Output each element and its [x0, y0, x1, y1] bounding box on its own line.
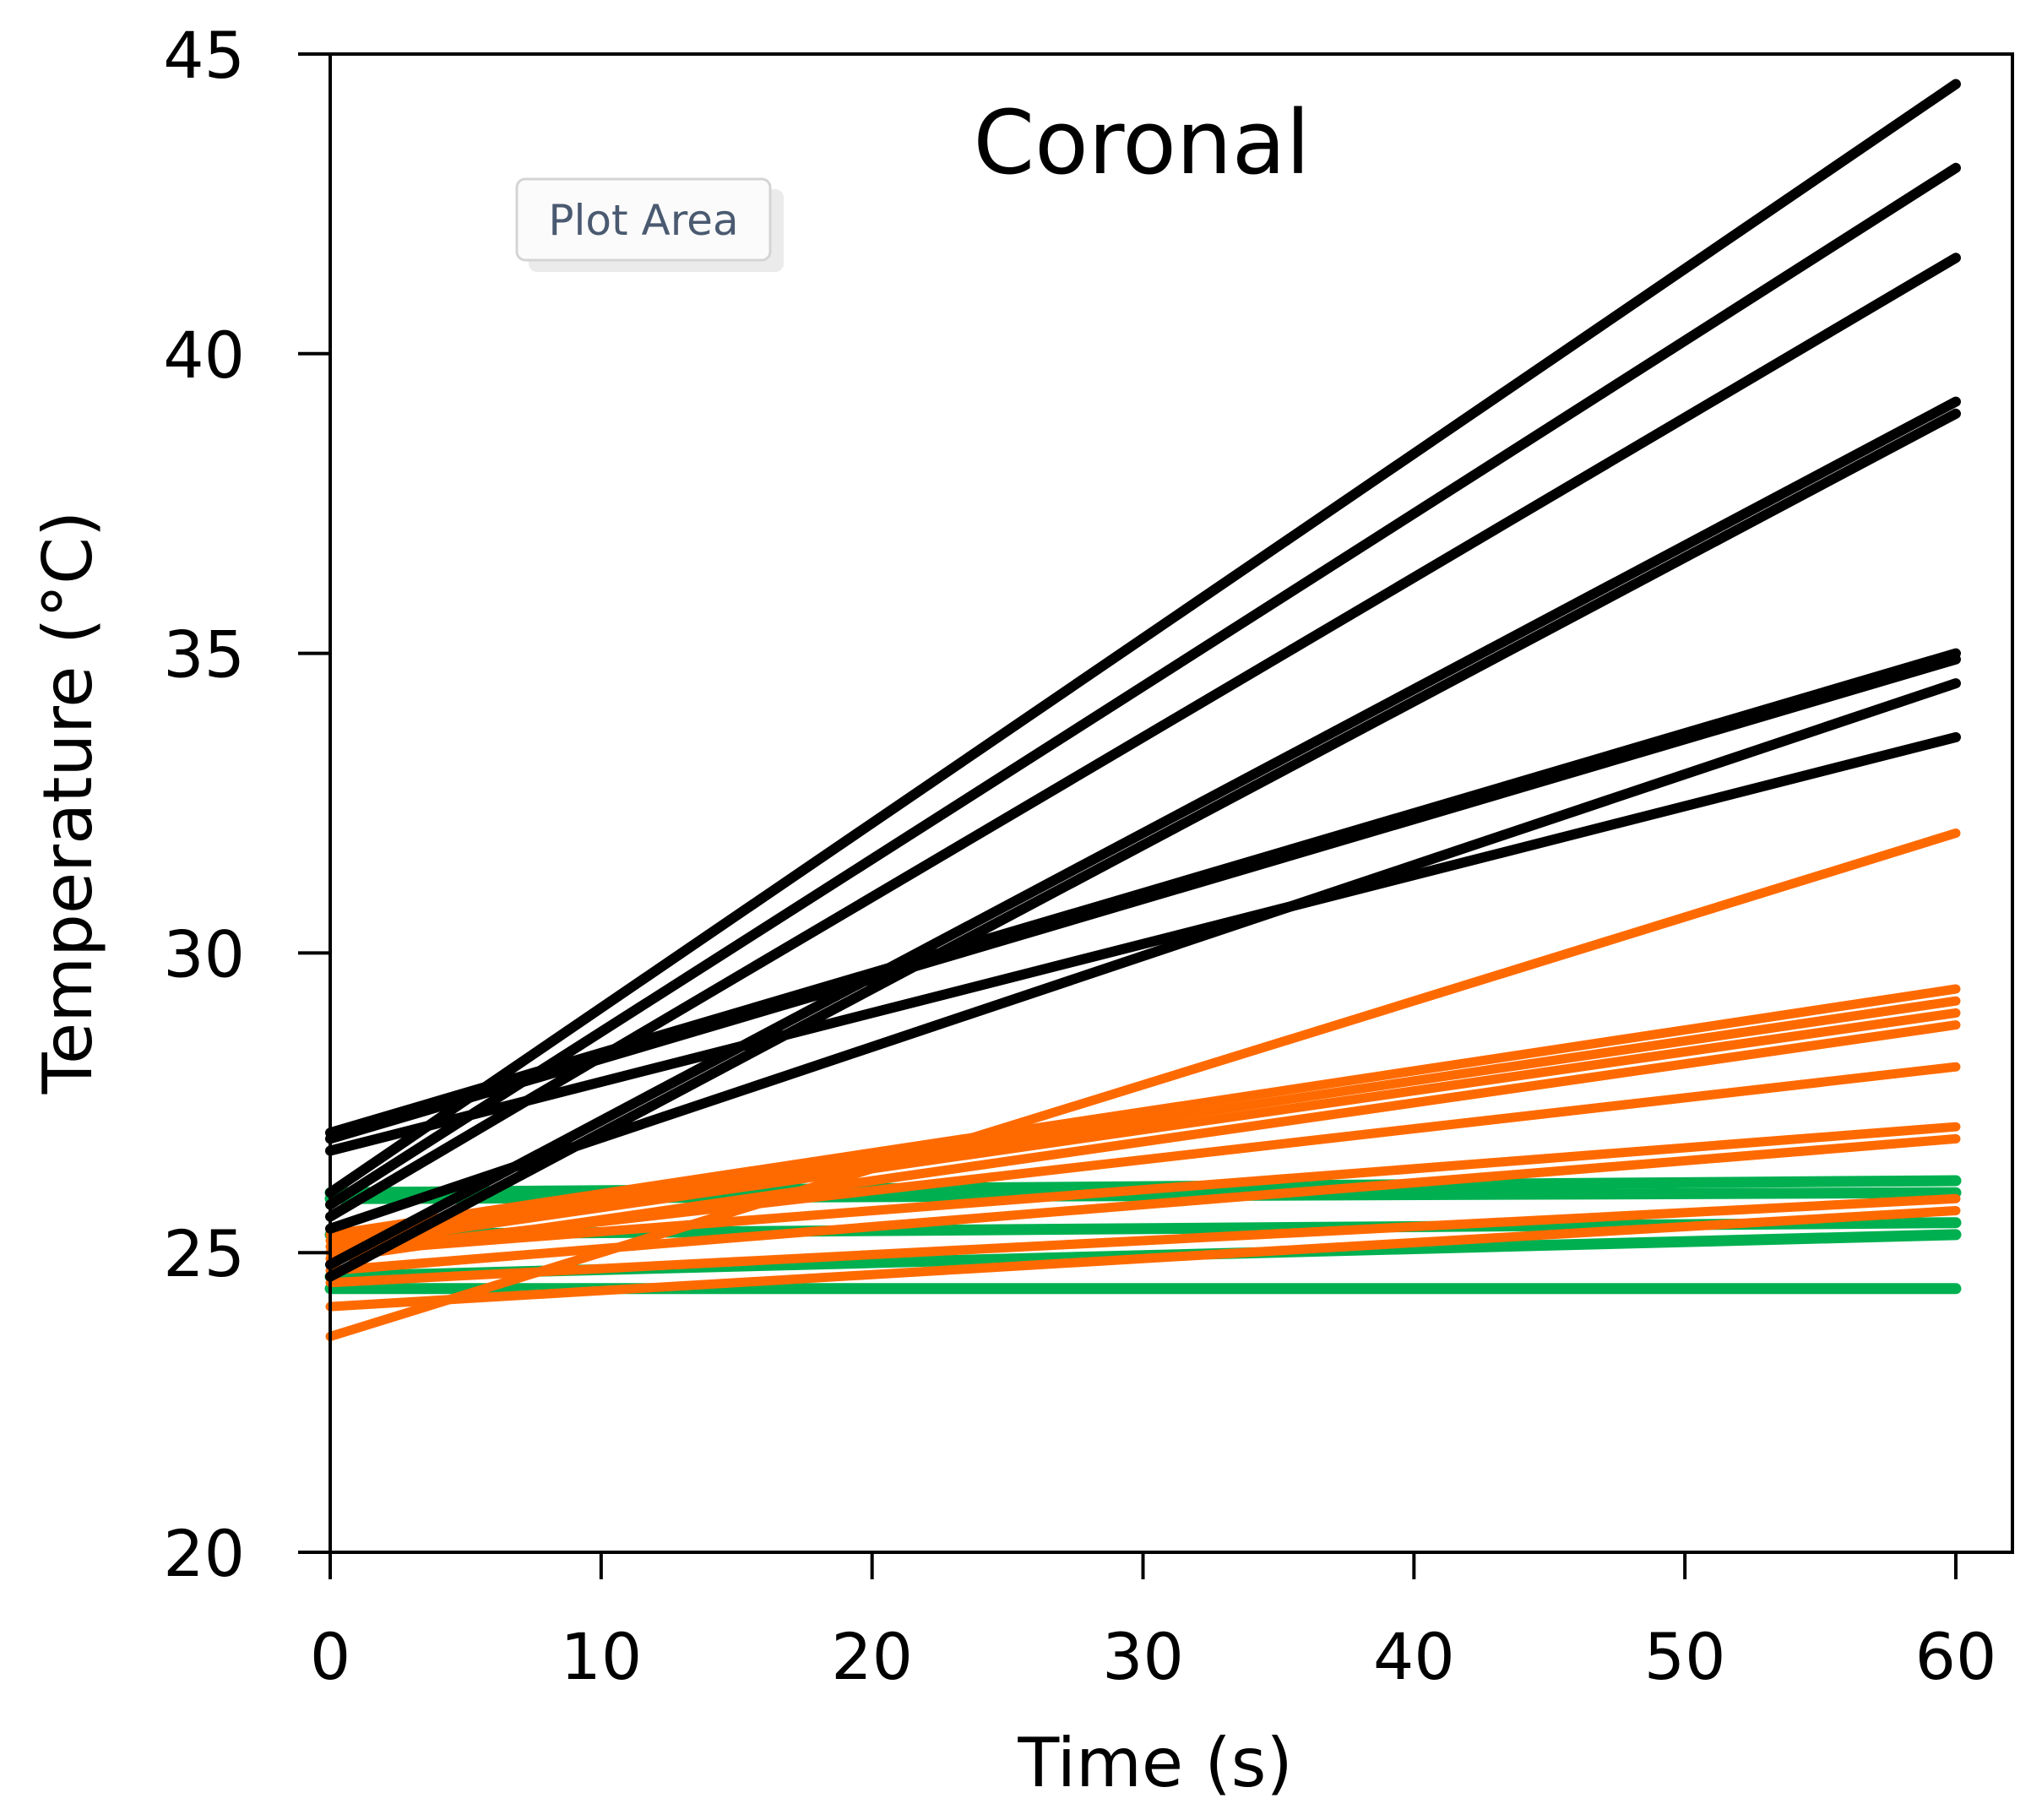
series-layer: [324, 79, 1962, 1341]
series-line-black-8: [325, 731, 1961, 1156]
chart-title: Coronal: [974, 91, 1311, 194]
series-line-orange-15: [325, 1062, 1961, 1258]
y-tick-label: 25: [163, 1216, 245, 1291]
plot-area-tooltip: Plot Area: [515, 177, 784, 272]
x-tick-label: 10: [560, 1619, 642, 1694]
x-axis-title: Time (s): [1017, 1724, 1292, 1802]
y-axis-title: Temperature (°C): [29, 511, 107, 1095]
series-line-orange-13: [325, 1008, 1961, 1252]
y-tick-label: 45: [163, 18, 245, 93]
series-line-black-6: [325, 654, 1961, 1144]
series-line-orange-19: [325, 1206, 1961, 1312]
y-tick-label: 35: [163, 617, 245, 693]
series-line-black-3: [325, 253, 1961, 1222]
x-tick-label: 30: [1102, 1619, 1184, 1694]
x-tick-label: 20: [831, 1619, 913, 1694]
x-tick-label: 60: [1915, 1619, 1997, 1694]
plot-area-tooltip-label: Plot Area: [548, 196, 738, 245]
series-line-black-1: [325, 79, 1961, 1198]
x-tick-label: 0: [310, 1619, 350, 1694]
series-line-black-4: [325, 396, 1961, 1270]
y-tick-label: 40: [163, 318, 245, 393]
axes-layer: 20 25 30 35 40 45 0 10 20 30 40 50 60: [163, 18, 2014, 1694]
x-tick-label: 50: [1644, 1619, 1726, 1694]
y-tick-label: 20: [163, 1516, 245, 1591]
series-line-orange-11: [325, 984, 1961, 1240]
series-line-orange-12: [325, 996, 1961, 1246]
x-tick-label: 40: [1373, 1619, 1455, 1694]
series-line-orange-18: [325, 1193, 1961, 1288]
series-line-black-9: [325, 678, 1961, 1234]
series-line-orange-16: [325, 1122, 1961, 1258]
series-line-black-7: [325, 648, 1961, 1138]
y-tick-label: 30: [163, 916, 245, 991]
series-line-black-2: [325, 162, 1961, 1210]
plot-frame: [329, 52, 2014, 1554]
series-line-orange-17: [325, 1133, 1961, 1275]
